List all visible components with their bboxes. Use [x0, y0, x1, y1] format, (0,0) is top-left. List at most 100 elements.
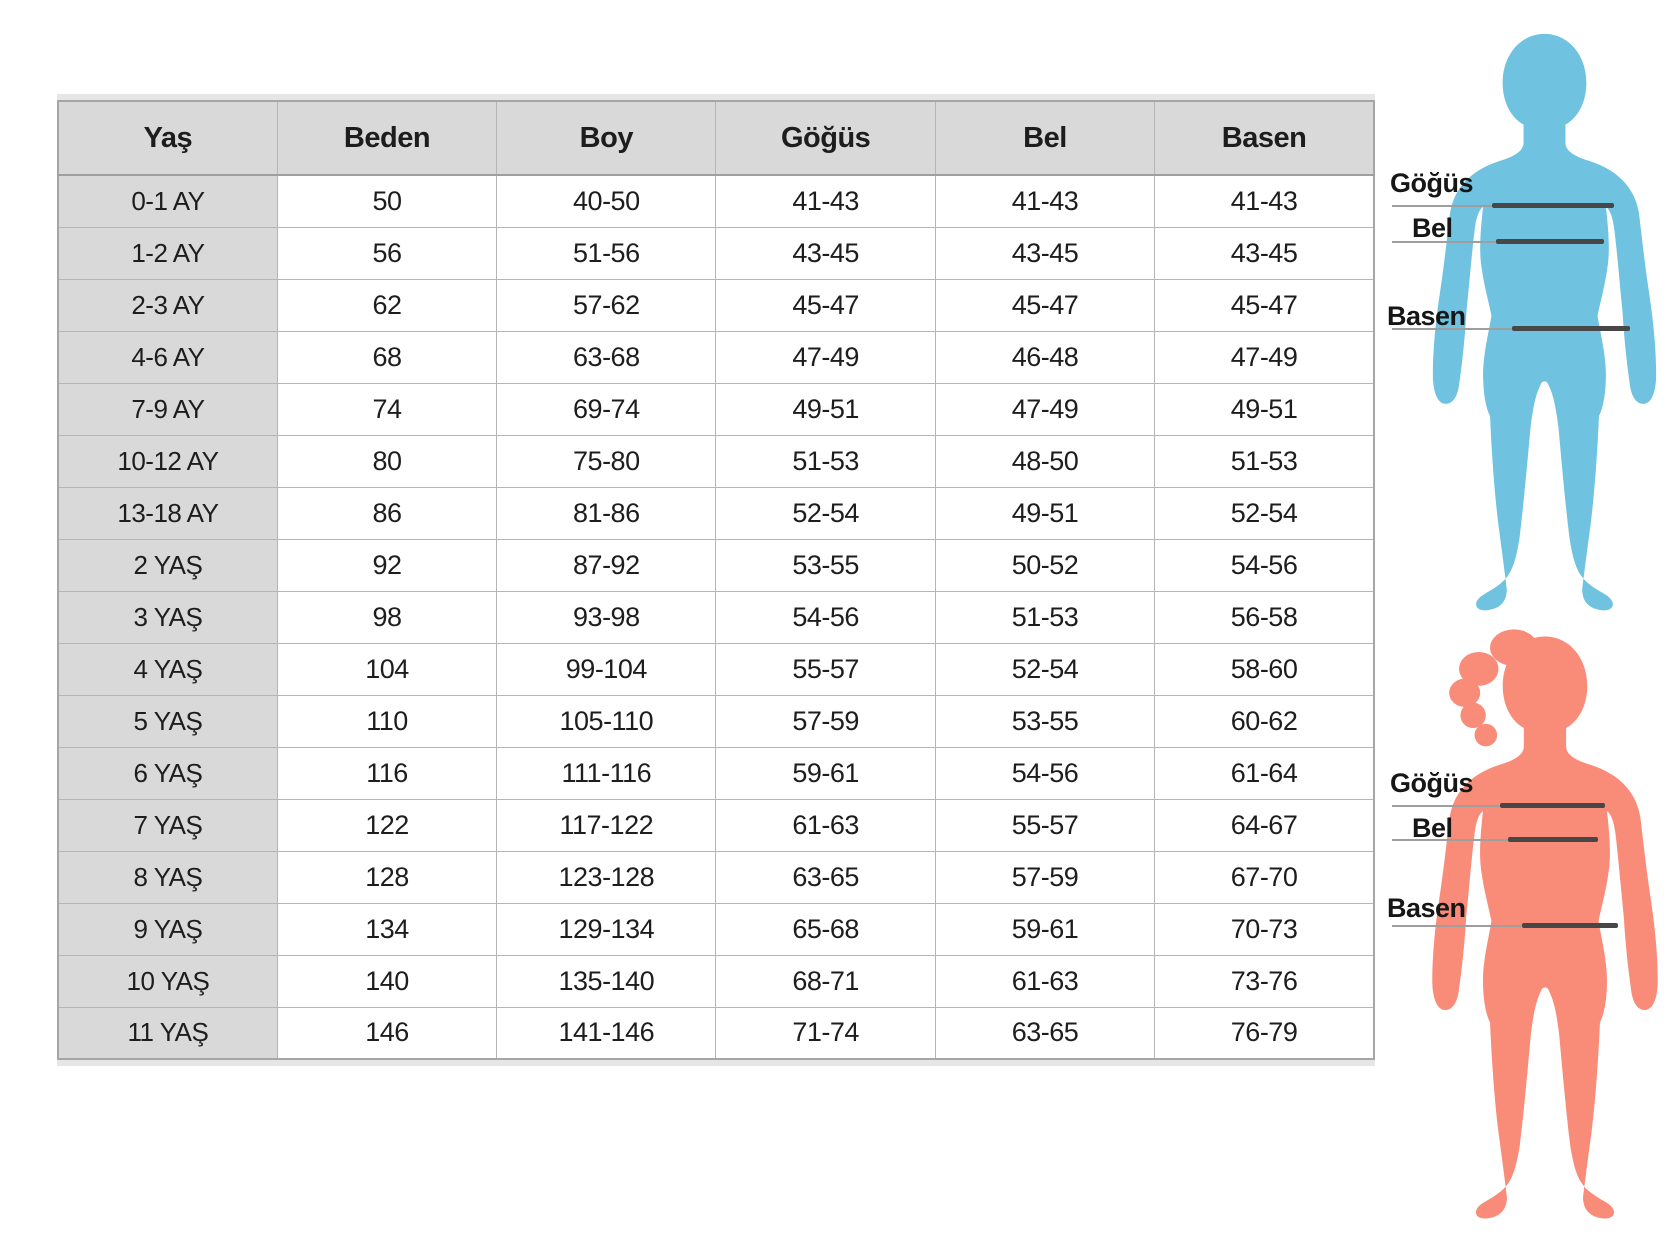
cell: 122	[276, 798, 498, 852]
cell: 128	[276, 850, 498, 904]
girl-hip-line-dark	[1522, 923, 1618, 928]
cell: 53-55	[934, 694, 1156, 748]
boy-waist-line-dark	[1496, 239, 1604, 244]
row-header-age: 10 YAŞ	[57, 954, 278, 1008]
row-header-age: 7-9 AY	[57, 382, 278, 436]
cell: 49-51	[1154, 382, 1375, 436]
table-row: 1-2 AY 56 51-56 43-45 43-45 43-45	[57, 226, 1375, 280]
cell: 74	[276, 382, 498, 436]
cell: 61-63	[715, 798, 936, 852]
row-header-age: 2-3 AY	[57, 278, 278, 332]
table-row: 11 YAŞ 146 141-146 71-74 63-65 76-79	[57, 1006, 1375, 1060]
cell: 129-134	[496, 902, 717, 956]
cell: 63-65	[715, 850, 936, 904]
cell: 49-51	[715, 382, 936, 436]
cell: 134	[276, 902, 498, 956]
girl-chest-line-dark	[1500, 803, 1605, 808]
cell: 61-64	[1154, 746, 1375, 800]
cell: 81-86	[496, 486, 717, 540]
cell: 140	[276, 954, 498, 1008]
boy-hip-line	[1392, 328, 1630, 330]
cell: 73-76	[1154, 954, 1375, 1008]
girl-silhouette-icon	[1432, 629, 1658, 1219]
row-header-age: 9 YAŞ	[57, 902, 278, 956]
cell: 68	[276, 330, 498, 384]
cell: 105-110	[496, 694, 717, 748]
table-row: 2-3 AY 62 57-62 45-47 45-47 45-47	[57, 278, 1375, 332]
table-row: 6 YAŞ 116 111-116 59-61 54-56 61-64	[57, 746, 1375, 800]
row-header-age: 7 YAŞ	[57, 798, 278, 852]
girl-waist-label: Bel	[1412, 813, 1453, 843]
cell: 49-51	[934, 486, 1156, 540]
cell: 141-146	[496, 1006, 717, 1060]
cell: 56-58	[1154, 590, 1375, 644]
boy-silhouette-figure	[1391, 25, 1680, 640]
table-row: 8 YAŞ 128 123-128 63-65 57-59 67-70	[57, 850, 1375, 904]
boy-chest-line-dark	[1492, 203, 1614, 208]
cell: 40-50	[496, 174, 717, 228]
cell: 62	[276, 278, 498, 332]
row-header-age: 3 YAŞ	[57, 590, 278, 644]
cell: 43-45	[934, 226, 1156, 280]
cell: 63-68	[496, 330, 717, 384]
cell: 123-128	[496, 850, 717, 904]
cell: 50-52	[934, 538, 1156, 592]
cell: 93-98	[496, 590, 717, 644]
cell: 67-70	[1154, 850, 1375, 904]
girl-chest-line	[1392, 805, 1605, 807]
cell: 53-55	[715, 538, 936, 592]
cell: 69-74	[496, 382, 717, 436]
row-header-age: 2 YAŞ	[57, 538, 278, 592]
cell: 60-62	[1154, 694, 1375, 748]
girl-chest-label: Göğüs	[1390, 768, 1474, 798]
table-row: 7 YAŞ 122 117-122 61-63 55-57 64-67	[57, 798, 1375, 852]
row-header-age: 13-18 AY	[57, 486, 278, 540]
size-chart-table: Yaş Beden Boy Göğüs Bel Basen 0-1 AY 50 40-50 41…	[57, 100, 1375, 1060]
table-row: 2 YAŞ 92 87-92 53-55 50-52 54-56	[57, 538, 1375, 592]
cell: 92	[276, 538, 498, 592]
row-header-age: 4-6 AY	[57, 330, 278, 384]
cell: 41-43	[1154, 174, 1375, 228]
girl-hip-line	[1392, 925, 1618, 927]
cell: 104	[276, 642, 498, 696]
cell: 76-79	[1154, 1006, 1375, 1060]
row-header-age: 6 YAŞ	[57, 746, 278, 800]
table-row: 10-12 AY 80 75-80 51-53 48-50 51-53	[57, 434, 1375, 488]
table-row: 13-18 AY 86 81-86 52-54 49-51 52-54	[57, 486, 1375, 540]
table-row: 4 YAŞ 104 99-104 55-57 52-54 58-60	[57, 642, 1375, 696]
table-row: 9 YAŞ 134 129-134 65-68 59-61 70-73	[57, 902, 1375, 956]
cell: 70-73	[1154, 902, 1375, 956]
table-row: 4-6 AY 68 63-68 47-49 46-48 47-49	[57, 330, 1375, 384]
cell: 68-71	[715, 954, 936, 1008]
row-header-age: 0-1 AY	[57, 174, 278, 228]
cell: 55-57	[934, 798, 1156, 852]
cell: 65-68	[715, 902, 936, 956]
cell: 50	[276, 174, 498, 228]
girl-waist-line	[1392, 839, 1598, 841]
cell: 52-54	[934, 642, 1156, 696]
girl-hip-label: Basen	[1387, 893, 1466, 923]
cell: 71-74	[715, 1006, 936, 1060]
cell: 86	[276, 486, 498, 540]
cell: 64-67	[1154, 798, 1375, 852]
row-header-age: 8 YAŞ	[57, 850, 278, 904]
cell: 51-53	[934, 590, 1156, 644]
cell: 47-49	[715, 330, 936, 384]
table-body: 0-1 AY 50 40-50 41-43 41-43 41-43 1-2 AY 56 51-5…	[57, 174, 1375, 1060]
cell: 57-59	[715, 694, 936, 748]
column-header: Basen	[1154, 100, 1375, 176]
cell: 110	[276, 694, 498, 748]
table-header-row: Yaş Beden Boy Göğüs Bel Basen	[57, 100, 1375, 176]
column-header: Bel	[934, 100, 1156, 176]
girl-waist-line-dark	[1508, 837, 1598, 842]
cell: 61-63	[934, 954, 1156, 1008]
row-header-age: 4 YAŞ	[57, 642, 278, 696]
cell: 57-59	[934, 850, 1156, 904]
cell: 46-48	[934, 330, 1156, 384]
cell: 43-45	[1154, 226, 1375, 280]
table-row: 3 YAŞ 98 93-98 54-56 51-53 56-58	[57, 590, 1375, 644]
cell: 47-49	[1154, 330, 1375, 384]
cell: 146	[276, 1006, 498, 1060]
cell: 54-56	[1154, 538, 1375, 592]
girl-silhouette-figure	[1390, 628, 1680, 1248]
